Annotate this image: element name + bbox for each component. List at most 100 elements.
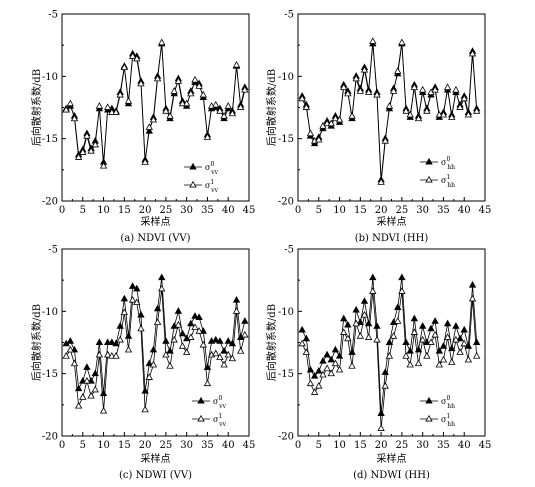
data-point-filled-triangle xyxy=(315,367,323,374)
data-point-filled-triangle xyxy=(331,345,340,353)
data-point-open-triangle xyxy=(473,352,481,359)
data-point-open-triangle xyxy=(373,90,381,98)
data-point-filled-triangle xyxy=(128,282,137,289)
panel-caption: (a) NDVI (VV) xyxy=(120,233,190,244)
x-tick-label: 5 xyxy=(80,205,86,216)
data-point-open-triangle xyxy=(195,82,203,89)
data-point-open-triangle xyxy=(306,379,315,387)
data-point-open-triangle xyxy=(137,324,145,332)
legend-superscript: 1 xyxy=(210,179,214,186)
data-point-open-triangle xyxy=(385,102,394,109)
data-point-open-triangle xyxy=(381,381,389,389)
data-point-open-triangle xyxy=(112,108,120,115)
data-point-filled-triangle xyxy=(323,350,331,358)
data-point-open-triangle xyxy=(104,350,112,358)
data-point-open-triangle xyxy=(468,294,477,302)
data-point-filled-triangle xyxy=(158,273,166,281)
data-point-open-triangle xyxy=(166,362,174,369)
data-point-filled-triangle xyxy=(162,337,170,344)
data-point-open-triangle xyxy=(199,340,207,348)
x-tick-label: 15 xyxy=(354,440,367,451)
data-point-open-triangle xyxy=(153,74,162,82)
data-point-open-triangle xyxy=(187,333,195,340)
x-tick-label: 40 xyxy=(458,205,471,216)
x-tick-label: 10 xyxy=(97,440,110,451)
data-point-filled-triangle xyxy=(410,314,419,322)
y-tick-label: -15 xyxy=(42,134,58,145)
data-point-open-triangle xyxy=(166,112,174,119)
data-point-open-triangle xyxy=(373,335,381,343)
data-point-open-triangle xyxy=(369,37,377,44)
data-point-open-triangle xyxy=(456,103,464,110)
panel-caption: (b) NDVI (HH) xyxy=(355,233,429,244)
data-point-open-triangle xyxy=(443,83,452,91)
data-point-open-triangle xyxy=(315,381,323,389)
x-tick-label: 40 xyxy=(222,205,235,216)
x-tick-label: 20 xyxy=(139,205,152,216)
data-point-open-triangle xyxy=(228,354,237,362)
data-point-open-triangle xyxy=(439,110,448,118)
data-point-filled-triangle xyxy=(448,344,456,352)
y-axis-label: 后向散射系数/dB xyxy=(265,304,278,381)
data-point-open-triangle xyxy=(99,406,108,414)
data-point-open-triangle xyxy=(237,347,245,354)
data-point-open-triangle xyxy=(381,136,389,144)
y-tick-label: -15 xyxy=(278,369,294,380)
data-point-open-triangle xyxy=(473,107,481,114)
series-line-sigma0 xyxy=(301,43,478,180)
data-point-open-triangle xyxy=(468,49,477,57)
y-tick-label: -10 xyxy=(42,72,58,83)
y-tick-label: -20 xyxy=(278,432,294,443)
data-point-open-triangle xyxy=(66,99,74,107)
data-point-filled-triangle xyxy=(216,337,224,344)
data-point-open-triangle xyxy=(62,105,70,113)
y-tick-label: -5 xyxy=(48,10,58,21)
data-point-open-triangle xyxy=(191,75,199,83)
data-point-open-triangle xyxy=(306,129,315,137)
data-point-open-triangle xyxy=(170,87,178,94)
x-tick-label: 25 xyxy=(396,205,409,216)
data-point-filled-triangle xyxy=(460,325,468,333)
x-tick-label: 30 xyxy=(180,440,193,451)
x-tick-label: 5 xyxy=(80,440,86,451)
data-point-open-triangle xyxy=(232,307,241,314)
data-point-open-triangle xyxy=(364,88,373,95)
data-point-open-triangle xyxy=(124,97,133,104)
data-point-open-triangle xyxy=(344,334,352,342)
data-point-open-triangle xyxy=(431,330,439,338)
data-point-open-triangle xyxy=(70,114,79,122)
data-point-open-triangle xyxy=(220,360,228,368)
data-point-open-triangle xyxy=(418,335,427,343)
x-tick-label: 45 xyxy=(243,205,256,216)
y-tick-label: -5 xyxy=(284,245,294,256)
data-point-filled-triangle xyxy=(385,338,394,345)
data-point-open-triangle xyxy=(302,103,310,110)
data-point-open-triangle xyxy=(79,393,87,400)
data-point-filled-triangle xyxy=(369,273,377,281)
data-point-open-triangle xyxy=(298,94,306,102)
x-tick-label: 35 xyxy=(437,205,450,216)
legend-symbol: σ xyxy=(441,176,447,185)
series-line-sigma1 xyxy=(301,41,478,183)
data-point-filled-triangle xyxy=(352,305,360,313)
x-tick-label: 30 xyxy=(416,205,429,216)
data-point-filled-triangle xyxy=(145,359,153,367)
x-tick-label: 35 xyxy=(437,440,450,451)
data-point-open-triangle xyxy=(182,99,191,107)
legend-subscript: vv xyxy=(210,187,218,194)
data-point-filled-triangle xyxy=(443,319,452,327)
data-point-filled-triangle xyxy=(232,295,241,303)
legend-subscript: hh xyxy=(447,403,455,410)
legend-subscript: vv xyxy=(210,169,218,176)
data-point-filled-triangle xyxy=(141,386,149,394)
series-line-sigma0 xyxy=(301,277,478,414)
y-tick-label: -15 xyxy=(278,134,294,145)
legend-label: σ1 hh xyxy=(441,174,455,189)
data-point-open-triangle xyxy=(83,132,91,139)
data-point-open-triangle xyxy=(410,83,419,91)
data-point-open-triangle xyxy=(464,110,473,118)
data-point-open-triangle xyxy=(460,94,468,102)
data-point-filled-triangle xyxy=(174,307,183,314)
legend-superscript: 1 xyxy=(446,174,450,181)
data-point-open-triangle xyxy=(423,107,431,114)
